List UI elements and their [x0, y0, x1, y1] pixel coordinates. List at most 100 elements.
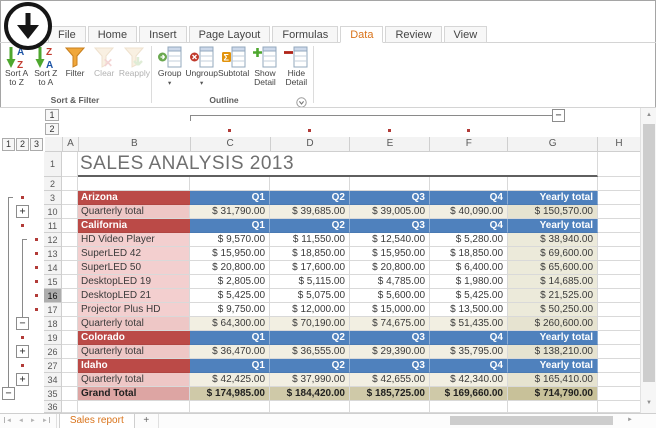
- cell-g27[interactable]: Yearly total: [508, 359, 598, 373]
- cell-h13[interactable]: [598, 247, 640, 261]
- cell-g36[interactable]: [508, 401, 598, 413]
- ribbon-tab-insert[interactable]: Insert: [139, 26, 187, 43]
- row-header-2[interactable]: 2: [44, 177, 62, 191]
- cell-a34[interactable]: [62, 373, 78, 387]
- outline-dialog-launcher-button[interactable]: [296, 95, 307, 108]
- row-header-16[interactable]: 16: [44, 289, 62, 303]
- cell-a16[interactable]: [62, 289, 78, 303]
- cell-c15[interactable]: $ 2,805.00: [190, 275, 270, 289]
- cell-e15[interactable]: $ 4,785.00: [350, 275, 430, 289]
- row-header-1[interactable]: 1: [44, 152, 62, 177]
- row-header-19[interactable]: 19: [44, 331, 62, 345]
- cell-g34[interactable]: $ 165,410.00: [508, 373, 598, 387]
- column-header-b[interactable]: B: [78, 137, 191, 152]
- select-all-corner[interactable]: [44, 137, 63, 152]
- cell-b10[interactable]: Quarterly total: [78, 205, 190, 219]
- sheet-nav-next-button[interactable]: ►: [29, 418, 36, 424]
- cell-b36[interactable]: [78, 401, 190, 413]
- cell-c3[interactable]: Q1: [190, 191, 270, 205]
- cell-h15[interactable]: [598, 275, 640, 289]
- cell-d16[interactable]: $ 5,075.00: [270, 289, 350, 303]
- cell-b3[interactable]: Arizona: [78, 191, 190, 205]
- sheet-title-cell[interactable]: SALES ANALYSIS 2013: [78, 152, 598, 177]
- cell-c34[interactable]: $ 42,425.00: [190, 373, 270, 387]
- ribbon-button-subtotal[interactable]: Σ Subtotal: [218, 44, 249, 93]
- cell-g35[interactable]: $ 714,790.00: [508, 387, 598, 401]
- cell-d18[interactable]: $ 70,190.00: [270, 317, 350, 331]
- cell-g12[interactable]: $ 38,940.00: [508, 233, 598, 247]
- row-header-11[interactable]: 11: [44, 219, 62, 233]
- ribbon-button-ungroup[interactable]: Ungroup ▾: [185, 44, 218, 93]
- row-header-17[interactable]: 17: [44, 303, 62, 317]
- row-outline-level-3-button[interactable]: 3: [29, 138, 43, 151]
- sheet-tab-sales-report[interactable]: Sales report: [58, 414, 135, 428]
- column-outline-level-2-button[interactable]: 2: [45, 123, 59, 135]
- cell-e2[interactable]: [350, 177, 430, 191]
- cell-b18[interactable]: Quarterly total: [78, 317, 190, 331]
- column-header-a[interactable]: A: [62, 137, 79, 152]
- cell-a11[interactable]: [62, 219, 78, 233]
- cell-a18[interactable]: [62, 317, 78, 331]
- cell-f27[interactable]: Q4: [430, 359, 508, 373]
- cell-a2[interactable]: [62, 177, 78, 191]
- cell-c26[interactable]: $ 36,470.00: [190, 345, 270, 359]
- scroll-right-arrow-icon[interactable]: ►: [627, 417, 633, 423]
- cell-c35[interactable]: $ 174,985.00: [190, 387, 270, 401]
- row-header-18[interactable]: 18: [44, 317, 62, 331]
- cell-e10[interactable]: $ 39,005.00: [350, 205, 430, 219]
- cell-h35[interactable]: [598, 387, 640, 401]
- row-header-10[interactable]: 10: [44, 205, 62, 219]
- cell-g13[interactable]: $ 69,600.00: [508, 247, 598, 261]
- cell-a14[interactable]: [62, 261, 78, 275]
- ribbon-tab-formulas[interactable]: Formulas: [272, 26, 339, 43]
- cell-c16[interactable]: $ 5,425.00: [190, 289, 270, 303]
- cell-f11[interactable]: Q4: [430, 219, 508, 233]
- ribbon-button-group[interactable]: Group ▾: [154, 44, 185, 93]
- sheet-nav-prev-button[interactable]: ◄: [17, 418, 24, 424]
- cell-f35[interactable]: $ 169,660.00: [430, 387, 508, 401]
- cell-e18[interactable]: $ 74,675.00: [350, 317, 430, 331]
- cell-d35[interactable]: $ 184,420.00: [270, 387, 350, 401]
- cell-g3[interactable]: Yearly total: [508, 191, 598, 205]
- row-header-12[interactable]: 12: [44, 233, 62, 247]
- cell-h26[interactable]: [598, 345, 640, 359]
- cell-e19[interactable]: Q3: [350, 331, 430, 345]
- cell-b26[interactable]: Quarterly total: [78, 345, 190, 359]
- cell-b13[interactable]: SuperLED 42: [78, 247, 190, 261]
- cell-a12[interactable]: [62, 233, 78, 247]
- row-header-26[interactable]: 26: [44, 345, 62, 359]
- ribbon-tab-home[interactable]: Home: [87, 26, 138, 43]
- cell-f14[interactable]: $ 6,400.00: [430, 261, 508, 275]
- cell-a35[interactable]: [62, 387, 78, 401]
- cell-a15[interactable]: [62, 275, 78, 289]
- cell-c36[interactable]: [190, 401, 270, 413]
- cell-b14[interactable]: SuperLED 50: [78, 261, 190, 275]
- row-outline-level-2-button[interactable]: 2: [15, 138, 29, 151]
- cell-f26[interactable]: $ 35,795.00: [430, 345, 508, 359]
- row-header-27[interactable]: 27: [44, 359, 62, 373]
- ribbon-tab-data[interactable]: Data: [340, 26, 384, 43]
- sheet-nav-first-button[interactable]: ◄: [0, 414, 15, 428]
- cell-g26[interactable]: $ 138,210.00: [508, 345, 598, 359]
- column-header-g[interactable]: G: [508, 137, 599, 152]
- outline-collapse-button-row-18[interactable]: −: [16, 317, 29, 330]
- ribbon-button-filter[interactable]: Filter: [60, 44, 89, 93]
- scroll-up-arrow-icon[interactable]: ▲: [646, 112, 652, 118]
- cell-e16[interactable]: $ 5,600.00: [350, 289, 430, 303]
- cell-f13[interactable]: $ 18,850.00: [430, 247, 508, 261]
- cell-e13[interactable]: $ 15,950.00: [350, 247, 430, 261]
- cell-h36[interactable]: [598, 401, 640, 413]
- cell-g15[interactable]: $ 14,685.00: [508, 275, 598, 289]
- cell-a19[interactable]: [62, 331, 78, 345]
- cell-g19[interactable]: Yearly total: [508, 331, 598, 345]
- cell-f3[interactable]: Q4: [430, 191, 508, 205]
- cell-f18[interactable]: $ 51,435.00: [430, 317, 508, 331]
- cell-h3[interactable]: [598, 191, 640, 205]
- cell-a26[interactable]: [62, 345, 78, 359]
- cell-g16[interactable]: $ 21,525.00: [508, 289, 598, 303]
- cell-c27[interactable]: Q1: [190, 359, 270, 373]
- ribbon-tab-file[interactable]: File: [48, 26, 86, 43]
- cell-a17[interactable]: [62, 303, 78, 317]
- cell-e35[interactable]: $ 185,725.00: [350, 387, 430, 401]
- column-header-c[interactable]: C: [190, 137, 271, 152]
